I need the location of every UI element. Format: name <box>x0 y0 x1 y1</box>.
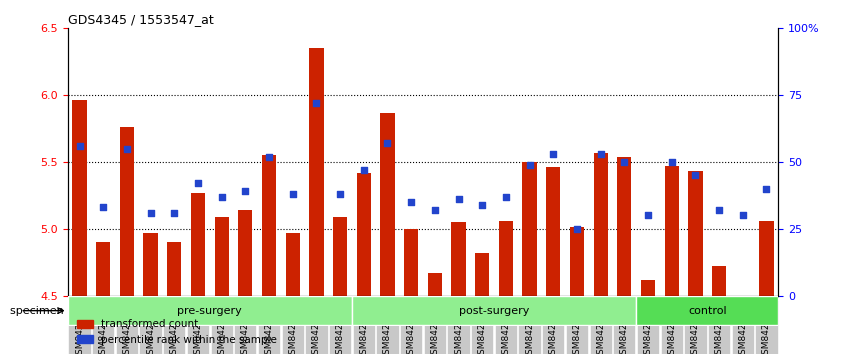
Text: post-surgery: post-surgery <box>459 306 530 316</box>
FancyBboxPatch shape <box>68 296 352 325</box>
Point <box>760 186 773 192</box>
Point <box>665 159 678 165</box>
Bar <box>333 217 347 296</box>
Bar <box>570 228 584 296</box>
Point <box>120 146 134 152</box>
Point <box>404 199 418 205</box>
Bar <box>452 222 465 296</box>
Text: GDS4345 / 1553547_at: GDS4345 / 1553547_at <box>68 13 213 26</box>
Bar <box>168 242 181 296</box>
Point <box>689 172 702 178</box>
Bar <box>286 233 299 296</box>
Point <box>499 194 513 200</box>
Bar <box>547 167 560 296</box>
Bar <box>357 173 371 296</box>
Point <box>641 213 655 218</box>
Point <box>286 191 299 197</box>
Point <box>736 213 750 218</box>
Bar <box>641 280 655 296</box>
Point <box>712 207 726 213</box>
Bar <box>96 242 110 296</box>
Point <box>547 151 560 157</box>
Bar <box>310 48 323 296</box>
Bar <box>191 193 205 296</box>
Bar <box>760 221 773 296</box>
Bar <box>475 253 489 296</box>
Bar <box>499 221 513 296</box>
Bar <box>404 229 418 296</box>
Legend: transformed count, percentile rank within the sample: transformed count, percentile rank withi… <box>73 315 281 349</box>
Point <box>381 141 394 146</box>
Bar <box>120 127 134 296</box>
Point <box>357 167 371 173</box>
Point <box>594 151 607 157</box>
Bar <box>428 273 442 296</box>
Point <box>96 205 110 210</box>
Bar <box>239 210 252 296</box>
Bar <box>215 217 228 296</box>
FancyBboxPatch shape <box>636 296 778 325</box>
Bar <box>144 233 157 296</box>
Point <box>333 191 347 197</box>
Bar <box>523 162 536 296</box>
Bar <box>262 155 276 296</box>
Point <box>144 210 157 216</box>
FancyBboxPatch shape <box>352 296 636 325</box>
Bar <box>618 156 631 296</box>
Bar <box>712 266 726 296</box>
Point <box>523 162 536 167</box>
Point <box>168 210 181 216</box>
Point <box>475 202 489 207</box>
Point <box>618 159 631 165</box>
Point <box>262 154 276 159</box>
Bar <box>381 113 394 296</box>
Point <box>570 226 584 232</box>
Point <box>239 189 252 194</box>
Bar <box>665 166 678 296</box>
Bar <box>594 153 607 296</box>
Text: specimen: specimen <box>10 306 68 316</box>
Point <box>191 181 205 186</box>
Text: control: control <box>688 306 727 316</box>
Point <box>452 196 465 202</box>
Point <box>428 207 442 213</box>
Text: pre-surgery: pre-surgery <box>178 306 242 316</box>
Bar <box>689 171 702 296</box>
Point <box>310 100 323 106</box>
Point <box>215 194 228 200</box>
Bar <box>73 101 86 296</box>
Point <box>73 143 86 149</box>
